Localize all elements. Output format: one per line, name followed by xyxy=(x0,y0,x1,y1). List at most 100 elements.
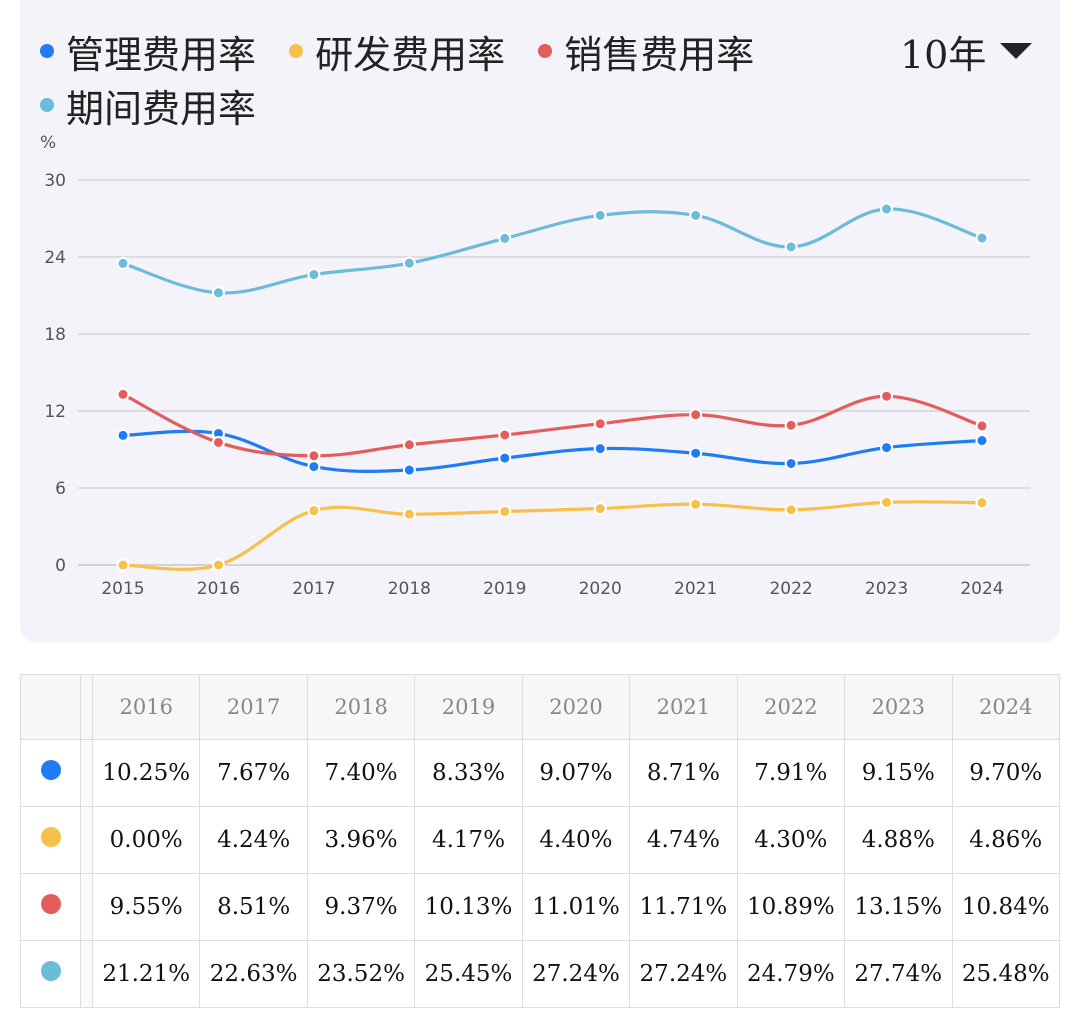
y-tick-label: 12 xyxy=(44,402,66,422)
table-cell: 8.33% xyxy=(414,739,523,807)
data-point xyxy=(116,428,130,442)
series-line-1 xyxy=(121,500,984,571)
table-cell: 9.37% xyxy=(306,873,416,941)
series-dot-rnd xyxy=(40,827,61,847)
x-tick-label: 2023 xyxy=(865,579,908,599)
data-point xyxy=(689,446,703,460)
data-point xyxy=(307,449,321,463)
data-point xyxy=(784,240,798,254)
data-point xyxy=(307,268,321,282)
series-dot-sales xyxy=(40,894,61,914)
table-cell: 0.00% xyxy=(91,806,201,874)
y-tick-label: 24 xyxy=(44,248,66,268)
data-point xyxy=(402,463,416,477)
table-header-year: 2018 xyxy=(306,674,416,740)
table-cell: 23.52% xyxy=(306,940,416,1008)
table-header-year: 2021 xyxy=(629,674,738,740)
data-point xyxy=(880,495,894,509)
table-row: 9.55% 8.51% 9.37% 10.13% 11.01% 11.71% 1… xyxy=(20,873,1060,941)
data-point xyxy=(880,202,894,216)
table-cell: 4.30% xyxy=(736,806,846,874)
data-point xyxy=(975,434,989,448)
table-cell: 7.67% xyxy=(199,739,308,807)
data-point xyxy=(593,208,607,222)
x-tick-label: 2022 xyxy=(769,579,812,599)
legend-label-period: 期间费用率 xyxy=(66,86,257,131)
table-corner-cell xyxy=(20,674,81,740)
y-axis-unit-label: % xyxy=(40,133,56,153)
series-line-3 xyxy=(121,207,984,295)
table-cell: 10.13% xyxy=(414,873,523,941)
table-cell: 11.01% xyxy=(521,873,631,941)
x-tick-label: 2017 xyxy=(292,579,335,599)
data-point xyxy=(211,286,225,300)
table-cell: 4.88% xyxy=(844,806,953,874)
series-dot-period xyxy=(40,961,61,981)
table-header-year: 2024 xyxy=(951,674,1060,740)
table-cell: 11.71% xyxy=(629,873,738,941)
data-table: 2016 2017 2018 2019 2020 2021 2022 2023 … xyxy=(20,674,1060,1008)
table-cell: 4.74% xyxy=(629,806,738,874)
period-selector-label: 10年 xyxy=(900,32,987,77)
series-dot-admin xyxy=(40,760,61,780)
table-cell: 13.15% xyxy=(844,873,953,941)
data-point xyxy=(498,231,512,245)
data-point xyxy=(116,387,130,401)
table-cell: 4.40% xyxy=(521,806,631,874)
data-point xyxy=(784,418,798,432)
data-point xyxy=(784,503,798,517)
table-cell: 4.24% xyxy=(199,806,308,874)
table-gap-cell xyxy=(80,940,93,1008)
legend-label-sales: 销售费用率 xyxy=(564,32,755,77)
data-point xyxy=(498,451,512,465)
x-tick-label: 2016 xyxy=(197,579,240,599)
legend-label-admin: 管理费用率 xyxy=(66,32,257,77)
table-cell: 9.15% xyxy=(844,739,953,807)
y-tick-label: 30 xyxy=(44,171,66,191)
table-cell: 7.40% xyxy=(306,739,416,807)
row-series-marker xyxy=(20,940,81,1008)
table-cell: 21.21% xyxy=(91,940,201,1008)
data-point xyxy=(880,441,894,455)
table-header-year: 2020 xyxy=(521,674,631,740)
data-point xyxy=(402,256,416,270)
data-point xyxy=(307,460,321,474)
row-series-marker xyxy=(20,873,81,941)
table-header-year: 2016 xyxy=(91,674,201,740)
data-point xyxy=(880,389,894,403)
data-point xyxy=(689,208,703,222)
table-cell: 4.17% xyxy=(414,806,523,874)
chevron-down-icon xyxy=(1000,43,1033,59)
data-point xyxy=(593,442,607,456)
table-cell: 9.55% xyxy=(91,873,201,941)
table-cell: 8.71% xyxy=(629,739,738,807)
table-cell: 10.89% xyxy=(736,873,846,941)
legend-dot-admin xyxy=(40,44,54,58)
data-point xyxy=(498,504,512,518)
table-header-year: 2017 xyxy=(199,674,308,740)
legend-item-sales[interactable]: 销售费用率 xyxy=(538,24,754,78)
table-cell: 25.48% xyxy=(951,940,1060,1008)
data-point xyxy=(975,231,989,245)
table-header-year: 2019 xyxy=(414,674,523,740)
legend-item-admin[interactable]: 管理费用率 xyxy=(40,24,256,78)
data-point xyxy=(689,408,703,422)
data-point xyxy=(402,507,416,521)
legend-item-rnd[interactable]: 研发费用率 xyxy=(289,24,505,78)
data-point xyxy=(975,419,989,433)
table-row: 21.21% 22.63% 23.52% 25.45% 27.24% 27.24… xyxy=(20,940,1060,1008)
table-header-year: 2023 xyxy=(844,674,953,740)
x-tick-label: 2019 xyxy=(483,579,526,599)
table-header-year: 2022 xyxy=(736,674,846,740)
legend-dot-rnd xyxy=(289,44,304,58)
period-selector[interactable]: 10年 xyxy=(900,24,1033,78)
data-point xyxy=(689,497,703,511)
legend-dot-sales xyxy=(538,44,553,58)
table-cell: 10.84% xyxy=(951,873,1060,941)
row-series-marker xyxy=(20,806,81,874)
table-cell: 9.70% xyxy=(951,739,1060,807)
data-point xyxy=(593,417,607,431)
y-tick-label: 18 xyxy=(44,325,66,345)
legend-item-period[interactable]: 期间费用率 xyxy=(40,78,256,132)
table-row: 10.25% 7.67% 7.40% 8.33% 9.07% 8.71% 7.9… xyxy=(20,739,1060,807)
